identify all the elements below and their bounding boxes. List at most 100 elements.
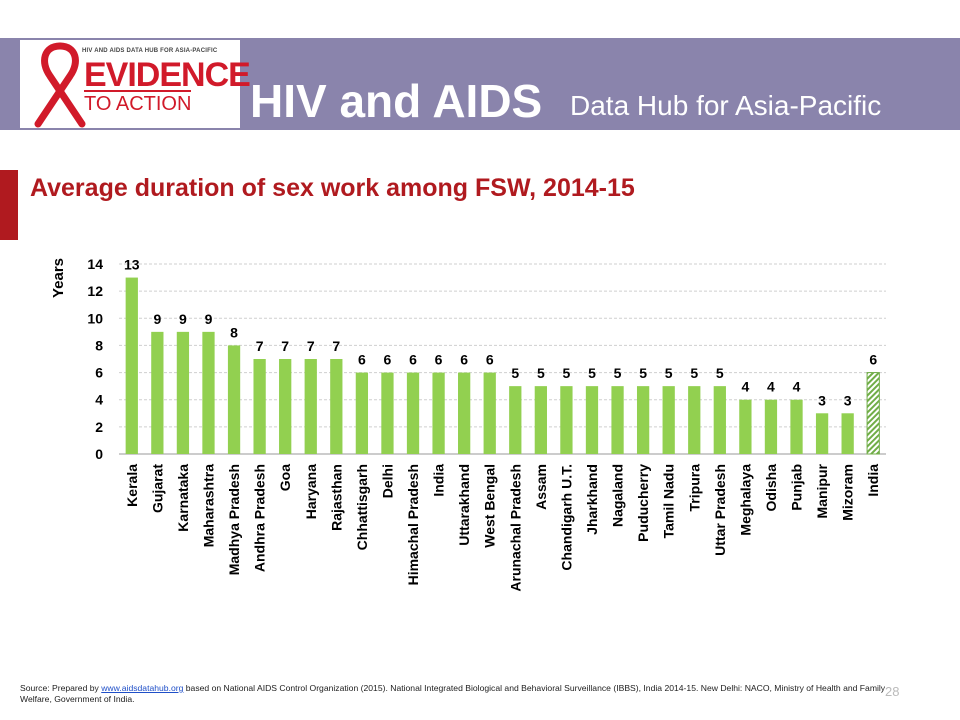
x-tick-label: Madhya Pradesh: [226, 464, 242, 575]
x-tick-label: Odisha: [763, 464, 779, 512]
data-label: 9: [179, 311, 187, 327]
bar: [841, 413, 854, 454]
data-label: 4: [741, 379, 749, 395]
bar: [790, 399, 803, 454]
x-tick-label: Jharkhand: [584, 464, 600, 535]
data-label: 6: [358, 352, 366, 368]
bar: [330, 359, 343, 454]
data-label: 6: [409, 352, 417, 368]
bar: [151, 331, 164, 454]
y-tick-label: 8: [95, 337, 103, 353]
x-tick-label: Arunachal Pradesh: [507, 464, 523, 592]
data-label: 4: [793, 379, 801, 395]
bar: [611, 386, 624, 454]
x-tick-label: Goa: [277, 464, 293, 491]
x-tick-label: Uttar Pradesh: [712, 464, 728, 556]
data-label: 6: [460, 352, 468, 368]
bar-chart: 0 2 4 6 8 10 12 14 13 9 9 9 8 7 7 7 7 6 6 6 6 6 6 5 5 5 5 5 5 5 5 5 4 4 4…: [50, 256, 886, 592]
data-label: 5: [639, 365, 647, 381]
hub-subtitle: Data Hub for Asia-Pacific: [570, 90, 882, 121]
bar: [304, 359, 317, 454]
x-tick-label: Maharashtra: [200, 464, 216, 547]
bar: [688, 386, 701, 454]
x-tick-label: India: [431, 464, 447, 497]
data-label: 3: [818, 392, 826, 408]
data-label: 5: [614, 365, 622, 381]
bar: [662, 386, 675, 454]
y-tick-label: 4: [95, 392, 103, 408]
x-tick-label: Manipur: [814, 463, 830, 518]
data-label: 13: [124, 257, 140, 273]
bar: [458, 372, 471, 454]
y-axis-label: Years: [50, 258, 67, 298]
hub-title: HIV and AIDS: [250, 75, 543, 127]
x-tick-label: Tripura: [686, 464, 702, 512]
x-tick-label: Nagaland: [610, 464, 626, 527]
x-tick-label: Mizoram: [840, 464, 856, 521]
bar: [406, 372, 420, 454]
source-suffix: based on National AIDS Control Organizat…: [20, 683, 886, 704]
data-label: 6: [486, 352, 494, 368]
bar: [739, 399, 752, 454]
x-tick-label: Gujarat: [149, 464, 165, 513]
y-tick-label: 12: [87, 283, 103, 299]
data-label: 6: [384, 352, 392, 368]
y-tick-label: 14: [87, 256, 103, 272]
chart-title: Average duration of sex work among FSW, …: [30, 174, 635, 202]
data-label: 3: [844, 392, 852, 408]
x-tick-label: Chandigarh U.T.: [558, 464, 574, 571]
bar: [253, 359, 266, 454]
bar: [560, 386, 573, 454]
logo-evidence-text: EVIDENCE: [84, 56, 251, 94]
source-prefix: Source: Prepared by: [20, 683, 102, 693]
data-label: 6: [435, 352, 443, 368]
bar: [764, 399, 778, 454]
x-tick-label: Puducherry: [635, 464, 651, 542]
source-link[interactable]: www.aidsdatahub.org: [101, 683, 184, 693]
data-label: 7: [281, 338, 289, 354]
bar: [202, 331, 215, 454]
logo: [20, 40, 240, 128]
y-tick-label: 6: [95, 365, 103, 381]
bar: [381, 372, 394, 454]
bar: [432, 372, 445, 454]
x-tick-label: Meghalaya: [737, 464, 753, 536]
bar: [355, 372, 369, 454]
x-tick-label: Andhra Pradesh: [252, 464, 268, 572]
data-label: 7: [307, 338, 315, 354]
x-tick-label: West Bengal: [482, 464, 498, 548]
source-note: Source: Prepared by www.aidsdatahub.org …: [20, 683, 915, 705]
bar: [815, 413, 829, 454]
data-label: 7: [256, 338, 264, 354]
bar: [176, 331, 190, 454]
data-label: 5: [716, 365, 724, 381]
logo-action-text: TO ACTION: [84, 90, 192, 115]
bar: [227, 345, 241, 454]
y-tick-label: 2: [95, 419, 103, 435]
x-tick-label: Chhattisgarh: [354, 464, 370, 550]
x-tick-label: Uttarakhand: [456, 464, 472, 546]
y-tick-label: 10: [87, 310, 103, 326]
bar: [866, 372, 880, 455]
data-label: 5: [588, 365, 596, 381]
title-accent-bar: [0, 170, 18, 240]
x-tick-label: Rajasthan: [328, 464, 344, 531]
x-tick-label: Tamil Nadu: [661, 464, 677, 538]
x-tick-label: India: [865, 464, 881, 497]
x-tick-label: Haryana: [303, 464, 319, 519]
logo-small-text: HIV AND AIDS DATA HUB FOR ASIA-PACIFIC: [82, 48, 218, 54]
x-tick-label: Assam: [533, 464, 549, 510]
bar: [636, 386, 650, 454]
data-label: 5: [665, 365, 673, 381]
data-label: 5: [690, 365, 698, 381]
bar: [483, 372, 496, 454]
x-tick-label: Kerala: [124, 464, 140, 507]
red-ribbon-icon: [34, 42, 86, 128]
x-tick-label: Himachal Pradesh: [405, 464, 421, 585]
data-label: 6: [869, 352, 877, 368]
bar: [534, 386, 547, 454]
x-tick-label: Karnataka: [175, 464, 191, 532]
y-tick-label: 0: [95, 446, 103, 462]
data-label: 7: [332, 338, 340, 354]
data-label: 4: [767, 379, 775, 395]
